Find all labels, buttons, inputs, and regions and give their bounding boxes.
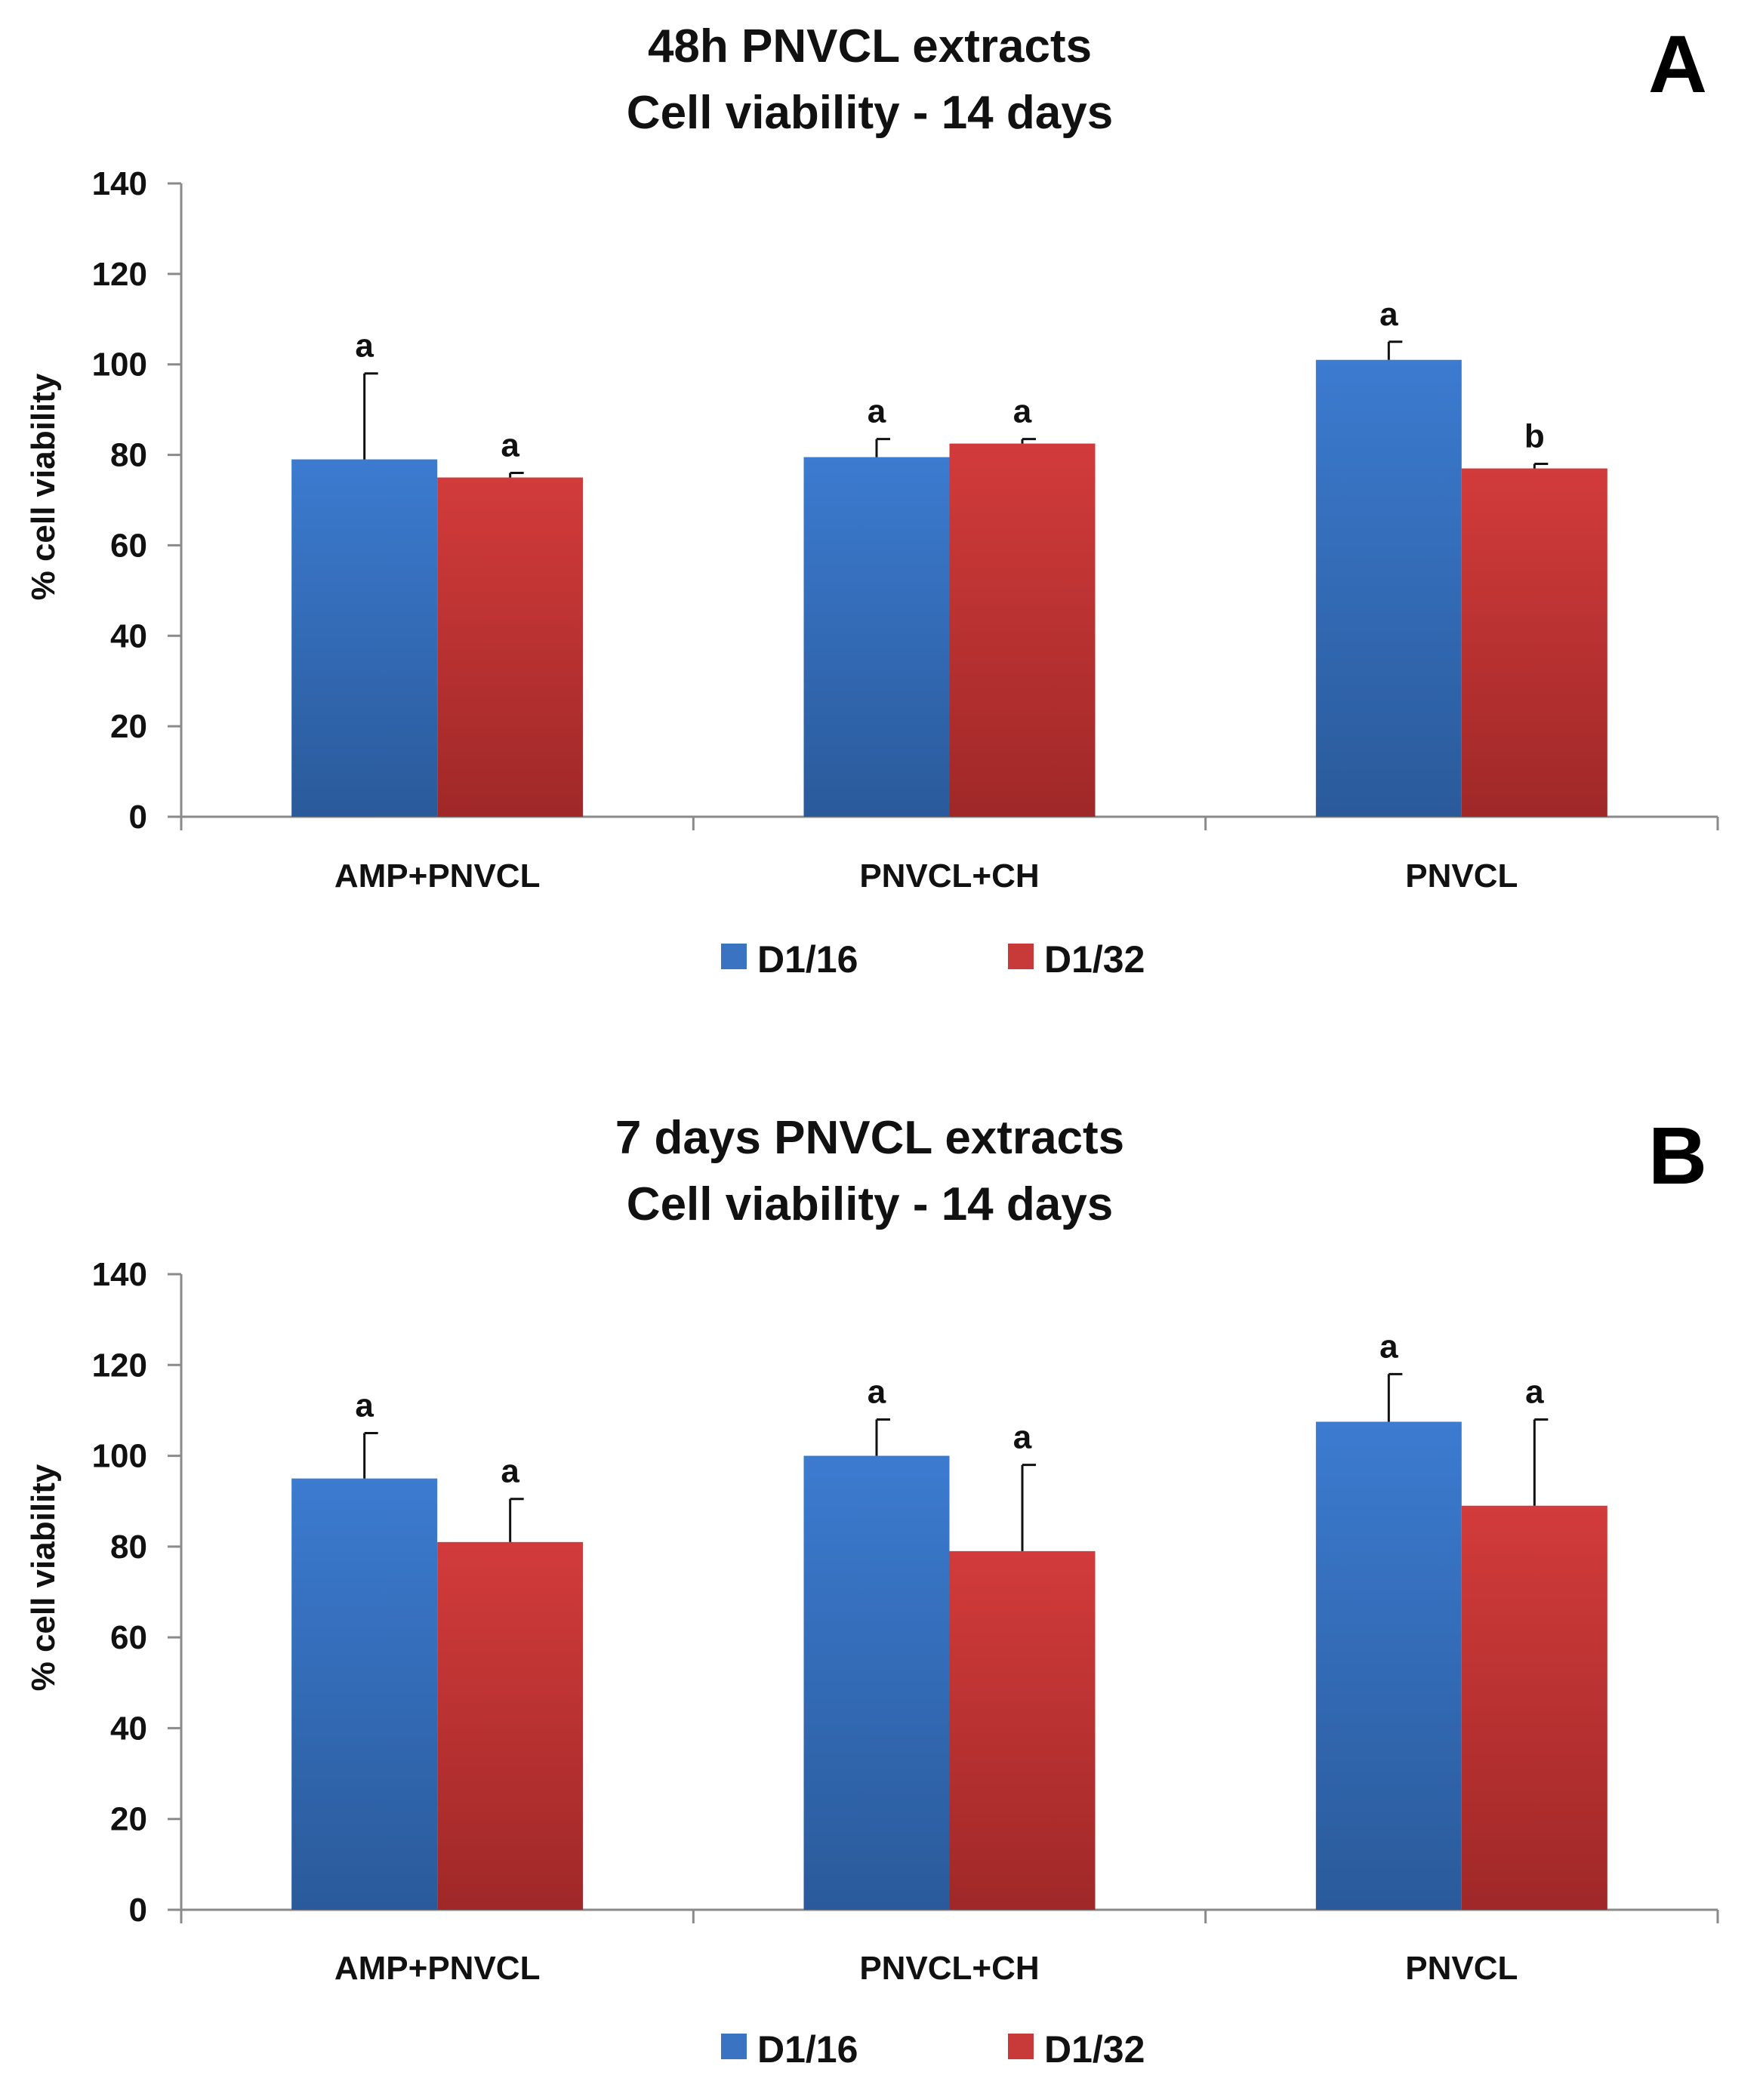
bar-d1-16 [291,459,438,817]
y-tick-label: 40 [110,1710,147,1747]
y-tick-label: 80 [110,437,147,474]
y-axis-label: % cell viability [25,1464,62,1691]
legend-swatch-d1-32 [1008,944,1034,969]
y-tick-label: 60 [110,527,147,564]
significance-label: a [355,328,374,365]
legend-label: D1/16 [757,938,858,981]
chart-title-line-2: Cell viability - 14 days [627,87,1113,139]
significance-label: a [1525,1373,1544,1410]
y-tick-label: 100 [92,1438,147,1475]
y-tick-label: 100 [92,346,147,383]
bar-d1-16 [291,1478,438,1910]
legend-label: D1/32 [1044,938,1145,981]
x-category-label: PNVCL+CH [859,1950,1039,1987]
bar-d1-32 [949,443,1096,817]
panel-label: A [1648,18,1707,109]
legend-swatch-d1-32 [1008,2034,1034,2059]
bar-d1-32 [437,477,584,817]
panel-label: B [1648,1110,1707,1201]
chart-title-line-1: 7 days PNVCL extracts [615,1112,1124,1164]
y-tick-label: 140 [92,1256,147,1293]
legend-label: D1/16 [757,2028,858,2071]
legend: D1/16 D1/32 [721,2028,1145,2071]
significance-label: a [868,1373,886,1410]
y-tick-label: 20 [110,1801,147,1838]
chart-panel-b: 7 days PNVCL extracts Cell viability - 1… [25,1110,1719,2071]
x-category-label: AMP+PNVCL [334,858,541,895]
legend-swatch-d1-16 [721,944,747,969]
significance-label: a [868,393,886,430]
chart-title-line-2: Cell viability - 14 days [627,1178,1113,1230]
chart-title-line-1: 48h PNVCL extracts [648,20,1092,72]
y-tick-label: 60 [110,1619,147,1656]
legend-label: D1/32 [1044,2028,1145,2071]
y-tick-label: 40 [110,617,147,654]
bar-d1-16 [1315,1421,1462,1910]
significance-label: b [1524,418,1545,455]
significance-label: a [1013,393,1032,430]
significance-label: a [501,1453,519,1490]
legend-swatch-d1-16 [721,2034,747,2059]
bar-d1-32 [1461,468,1607,817]
bar-d1-32 [949,1550,1096,1910]
significance-label: a [1379,1328,1398,1365]
y-tick-label: 0 [129,1892,147,1929]
significance-label: a [1379,296,1398,333]
x-category-label: PNVCL [1405,858,1518,895]
significance-label: a [1013,1419,1032,1456]
significance-label: a [501,427,519,464]
y-tick-label: 140 [92,165,147,202]
y-tick-label: 20 [110,708,147,745]
x-category-label: AMP+PNVCL [334,1950,541,1987]
bar-d1-16 [803,1455,950,1910]
y-tick-label: 120 [92,256,147,293]
y-tick-label: 120 [92,1347,147,1384]
x-category-label: PNVCL+CH [859,858,1039,895]
chart-panel-a: 48h PNVCL extracts Cell viability - 14 d… [25,18,1719,981]
y-tick-label: 0 [129,799,147,836]
legend: D1/16 D1/32 [721,938,1145,981]
bar-d1-16 [1315,359,1462,817]
bar-d1-32 [437,1541,584,1910]
bar-d1-32 [1461,1505,1607,1910]
y-tick-label: 80 [110,1529,147,1566]
y-axis-label: % cell viability [25,373,62,600]
bar-d1-16 [803,457,950,817]
significance-label: a [355,1387,374,1424]
x-category-label: PNVCL [1405,1950,1518,1987]
